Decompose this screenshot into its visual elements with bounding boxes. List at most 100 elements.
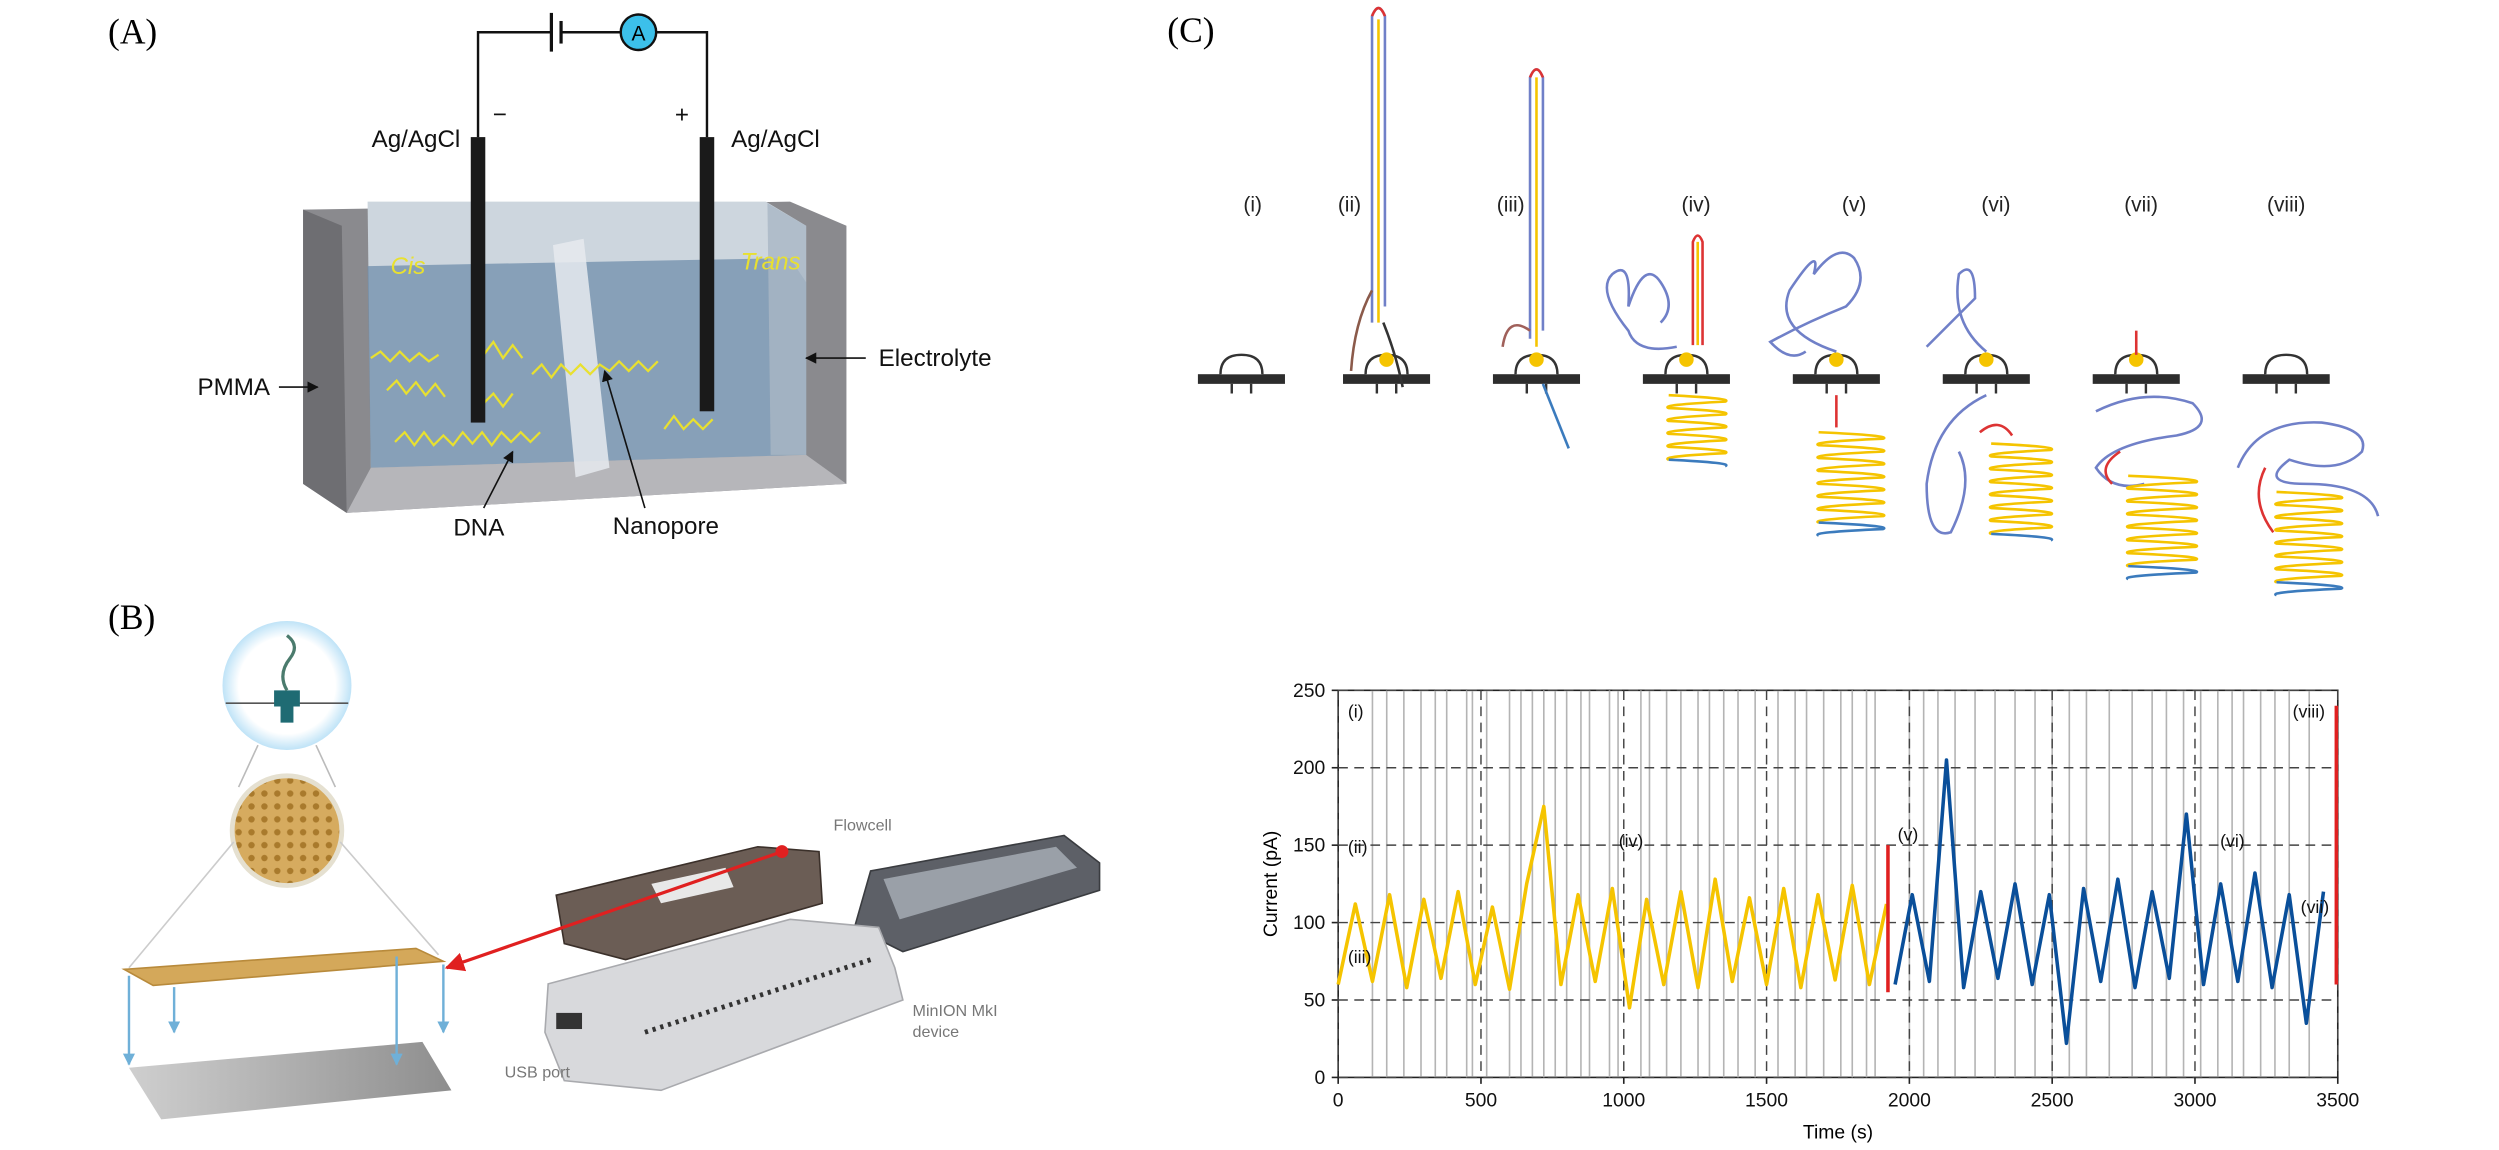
annotation: (vi) (2220, 831, 2245, 851)
membrane (1492, 374, 1581, 384)
stage-label: (vi) (1981, 193, 2010, 216)
panel-label: (B) (108, 597, 155, 637)
pmma-label: PMMA (198, 374, 271, 401)
pore-protein (274, 690, 300, 723)
electrode (470, 137, 486, 423)
flowcell-label: Flowcell (834, 817, 892, 835)
stage-label: (i) (1243, 193, 1262, 216)
stage-label: (iii) (1497, 193, 1525, 216)
pore-zoom (222, 620, 352, 750)
stage-label: (ii) (1338, 193, 1361, 216)
strand (1925, 393, 1987, 535)
strand (1541, 383, 1570, 449)
strand (1768, 251, 1862, 357)
dna (531, 359, 659, 380)
x-tick-label: 3000 (2173, 1089, 2216, 1111)
membrane (1197, 374, 1285, 384)
strand (1668, 458, 1728, 468)
motor (1679, 352, 1694, 367)
strand (1979, 423, 2014, 437)
strand (1349, 289, 1374, 372)
strand (1991, 532, 2054, 542)
x-tick-label: 500 (1465, 1089, 1497, 1111)
x-tick-label: 1500 (1745, 1089, 1788, 1111)
y-axis-title: Current (pA) (1260, 831, 1282, 937)
tank-wall (767, 203, 807, 455)
strand (1691, 234, 1704, 346)
dna-label: DNA (453, 514, 505, 541)
membrane (2242, 374, 2330, 384)
strand (1925, 268, 1988, 353)
x-tick-label: 1000 (1602, 1089, 1645, 1111)
annotation: (ii) (1348, 837, 1368, 857)
strand (2236, 421, 2380, 517)
electrode-label: Ag/AgCl (731, 126, 820, 153)
dna (370, 350, 440, 363)
annotation: (vii) (2301, 897, 2330, 917)
dna (663, 414, 714, 431)
device-label: MinION MkI (913, 1002, 998, 1020)
electrode (699, 137, 715, 412)
x-tick-label: 0 (1333, 1089, 1344, 1111)
stage-label: (v) (1842, 193, 1866, 216)
motor (1979, 352, 1994, 367)
cis-label: Cis (390, 253, 425, 280)
zoom-cone (128, 841, 440, 969)
y-tick-label: 100 (1293, 912, 1325, 934)
membrane (1343, 374, 1431, 384)
y-tick-label: 0 (1315, 1067, 1326, 1089)
motor (1829, 352, 1844, 367)
polarity: − (493, 102, 507, 129)
x-tick-label: 2000 (1888, 1089, 1931, 1111)
stage-label: (viii) (2267, 193, 2305, 216)
y-tick-label: 200 (1293, 757, 1325, 779)
nanopore-label: Nanopore (613, 513, 719, 540)
strand (1816, 521, 1886, 537)
wire (476, 31, 709, 138)
usb-port (556, 1012, 583, 1030)
base-plane (128, 1041, 452, 1120)
dna (386, 378, 446, 398)
strand (1666, 393, 1728, 461)
polarity: + (675, 102, 689, 129)
electrolyte-label: Electrolyte (879, 345, 992, 372)
pore (1219, 353, 1264, 394)
strand (2094, 395, 2204, 488)
pointer-dot (775, 845, 789, 859)
motor (2128, 352, 2144, 367)
strand (1816, 430, 1886, 524)
x-tick-label: 3500 (2316, 1089, 2359, 1111)
strand (2125, 474, 2199, 568)
membrane (2092, 374, 2180, 384)
electrode-label: Ag/AgCl (372, 126, 461, 153)
ammeter-label: A (631, 22, 645, 45)
arrows (122, 956, 450, 1066)
panel-label: (C) (1167, 10, 1214, 50)
strand (281, 634, 296, 692)
annotation: (iv) (1619, 831, 1644, 851)
sensor-array (121, 947, 447, 987)
stage-label: (vii) (2124, 193, 2158, 216)
panel-b: (B) Flowcell MinION MkI device USB port (108, 597, 1101, 1120)
series-line (1336, 804, 1889, 1010)
strand (2274, 490, 2344, 584)
trans-label: Trans (741, 248, 801, 275)
dna (482, 339, 524, 361)
dna (482, 391, 514, 409)
dna (394, 430, 541, 448)
membrane (1792, 374, 1880, 384)
zoom-cone (237, 744, 337, 788)
plot-frame (1337, 689, 2339, 1079)
strand (1605, 268, 1678, 351)
device-label: device (913, 1023, 960, 1041)
tank-wall (303, 209, 347, 513)
panel-label: (A) (108, 12, 157, 52)
arrow (482, 450, 514, 509)
arrow (602, 369, 646, 509)
panel-c: (C) (i) (ii) (iii) (iv) (v) (vi) (vii) (viii) (1167, 6, 2380, 597)
membrane (553, 238, 610, 478)
strand (2257, 467, 2275, 534)
